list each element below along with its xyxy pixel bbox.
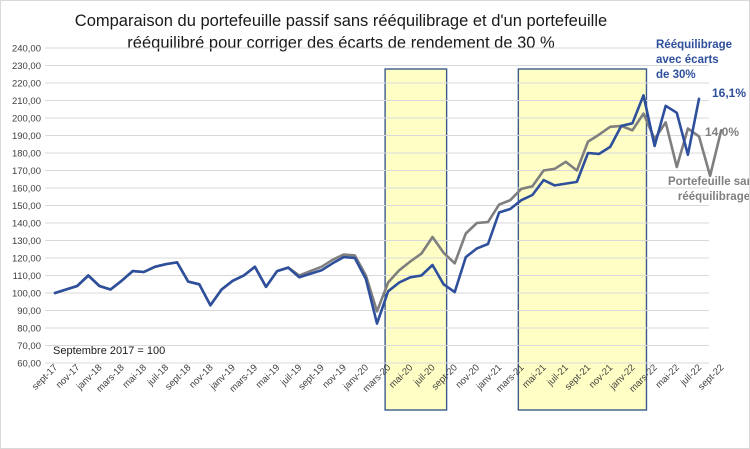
x-tick-label: mai-22: [654, 362, 682, 390]
y-axis: 60,00 70,00 80,00 90,00 100,00 110,00 120,00 13…: [12, 44, 41, 370]
series-labels: Rééquilibrage avec écarts de 30% 16,1% 14,0%…: [656, 39, 749, 203]
y-tick-label: 160,00: [12, 184, 41, 195]
x-tick-label: mai-19: [254, 362, 282, 390]
highlight-period-1: [384, 68, 448, 411]
highlight-period-2: [517, 68, 648, 411]
y-tick-label: 80,00: [17, 324, 41, 335]
y-tick-label: 140,00: [12, 219, 41, 230]
y-tick-label: 180,00: [12, 149, 41, 160]
y-tick-label: 120,00: [12, 254, 41, 265]
base-note: Septembre 2017 = 100: [53, 345, 165, 357]
series-label-rebalanced: Rééquilibrage: [656, 39, 732, 51]
chart-title: Comparaison du portefeuille passif sans …: [75, 12, 607, 52]
highlight-periods: [384, 68, 648, 411]
y-tick-label: 170,00: [12, 166, 41, 177]
y-tick-label: 130,00: [12, 236, 41, 247]
end-value-passive: 14,0%: [705, 125, 739, 139]
y-tick-label: 150,00: [12, 201, 41, 212]
chart-title-line-1: Comparaison du portefeuille passif sans …: [75, 12, 607, 30]
y-tick-label: 60,00: [17, 359, 41, 370]
x-tick-label: mai-18: [121, 362, 149, 390]
series-line-rebalanced: [53, 94, 701, 325]
y-tick-label: 70,00: [17, 341, 41, 352]
chart-title-line-2: rééquilibré pour corriger des écarts de …: [127, 34, 555, 52]
end-value-rebalanced: 16,1%: [712, 86, 746, 100]
y-tick-label: 200,00: [12, 114, 41, 125]
y-tick-label: 220,00: [12, 79, 41, 90]
y-tick-label: 90,00: [17, 306, 41, 317]
y-tick-label: 230,00: [12, 61, 41, 72]
y-tick-label: 110,00: [13, 271, 41, 282]
series-label-passive: rééquilibrage: [678, 191, 749, 203]
y-tick-label: 240,00: [12, 44, 41, 55]
y-tick-label: 190,00: [12, 131, 41, 142]
y-tick-label: 210,00: [12, 96, 41, 107]
series-label-passive: Portefeuille sans: [668, 176, 749, 188]
series-label-rebalanced: avec écarts: [656, 54, 719, 66]
y-tick-label: 100,00: [12, 289, 41, 300]
series-label-rebalanced: de 30%: [656, 69, 696, 81]
series-lines: [53, 94, 723, 325]
